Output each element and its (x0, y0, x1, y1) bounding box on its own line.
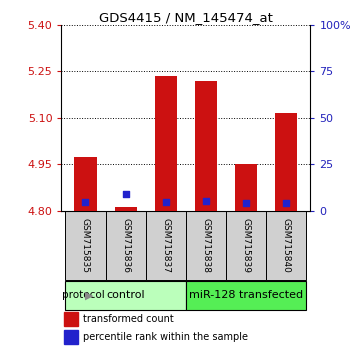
Bar (146, 211, 186, 280)
Bar (275, 113, 297, 211)
Bar (65, 281, 186, 310)
Bar (195, 81, 217, 211)
Point (163, 199, 169, 205)
Text: transformed count: transformed count (83, 314, 173, 324)
Text: GSM715837: GSM715837 (161, 218, 170, 273)
Bar (235, 164, 257, 211)
Bar (64, 330, 78, 344)
Bar (64, 312, 78, 326)
Bar (186, 211, 226, 280)
Text: miR-128 transfected: miR-128 transfected (189, 290, 303, 301)
Text: GSM715838: GSM715838 (201, 218, 210, 273)
Point (203, 198, 209, 203)
Text: control: control (106, 290, 145, 301)
Bar (105, 211, 146, 280)
Point (243, 200, 249, 206)
Bar (155, 76, 177, 211)
Bar (114, 207, 137, 211)
Bar (65, 211, 105, 280)
Text: GSM715840: GSM715840 (282, 218, 291, 273)
Bar (266, 211, 306, 280)
Text: GSM715836: GSM715836 (121, 218, 130, 273)
Text: ▶: ▶ (85, 290, 93, 301)
Text: percentile rank within the sample: percentile rank within the sample (83, 332, 248, 342)
Title: GDS4415 / NM_145474_at: GDS4415 / NM_145474_at (99, 11, 273, 24)
Text: protocol: protocol (62, 290, 105, 301)
Point (123, 191, 129, 196)
Point (283, 200, 289, 206)
Bar (186, 281, 306, 310)
Bar (226, 211, 266, 280)
Point (83, 199, 88, 205)
Text: GSM715835: GSM715835 (81, 218, 90, 273)
Text: GSM715839: GSM715839 (242, 218, 251, 273)
Bar (74, 156, 96, 211)
